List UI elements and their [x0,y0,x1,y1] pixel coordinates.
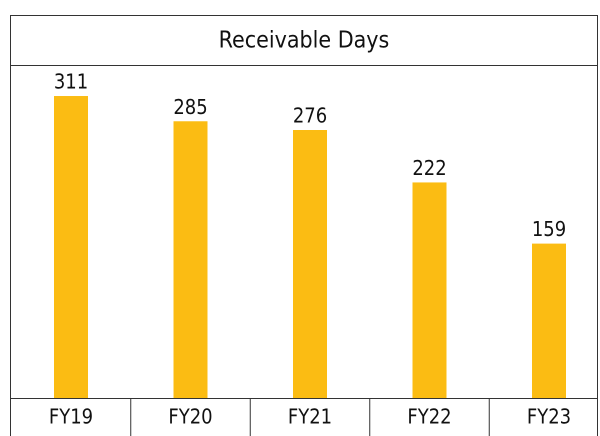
bar [412,182,447,398]
bar [54,96,88,399]
data-label: 311 [54,70,88,94]
data-label: 276 [293,104,327,128]
x-tick-label: FY20 [168,405,212,429]
title-box [10,15,598,66]
data-label: 222 [412,156,446,180]
bar [293,130,327,398]
x-tick-label: FY21 [288,405,332,429]
chart-title: Receivable Days [219,28,390,54]
x-tick-label: FY22 [407,405,451,429]
x-tick-label: FY19 [49,405,93,429]
bar [173,121,208,398]
bar [532,243,566,398]
data-label: 285 [173,95,207,119]
x-tick-label: FY23 [527,405,571,429]
data-label: 159 [532,217,566,241]
